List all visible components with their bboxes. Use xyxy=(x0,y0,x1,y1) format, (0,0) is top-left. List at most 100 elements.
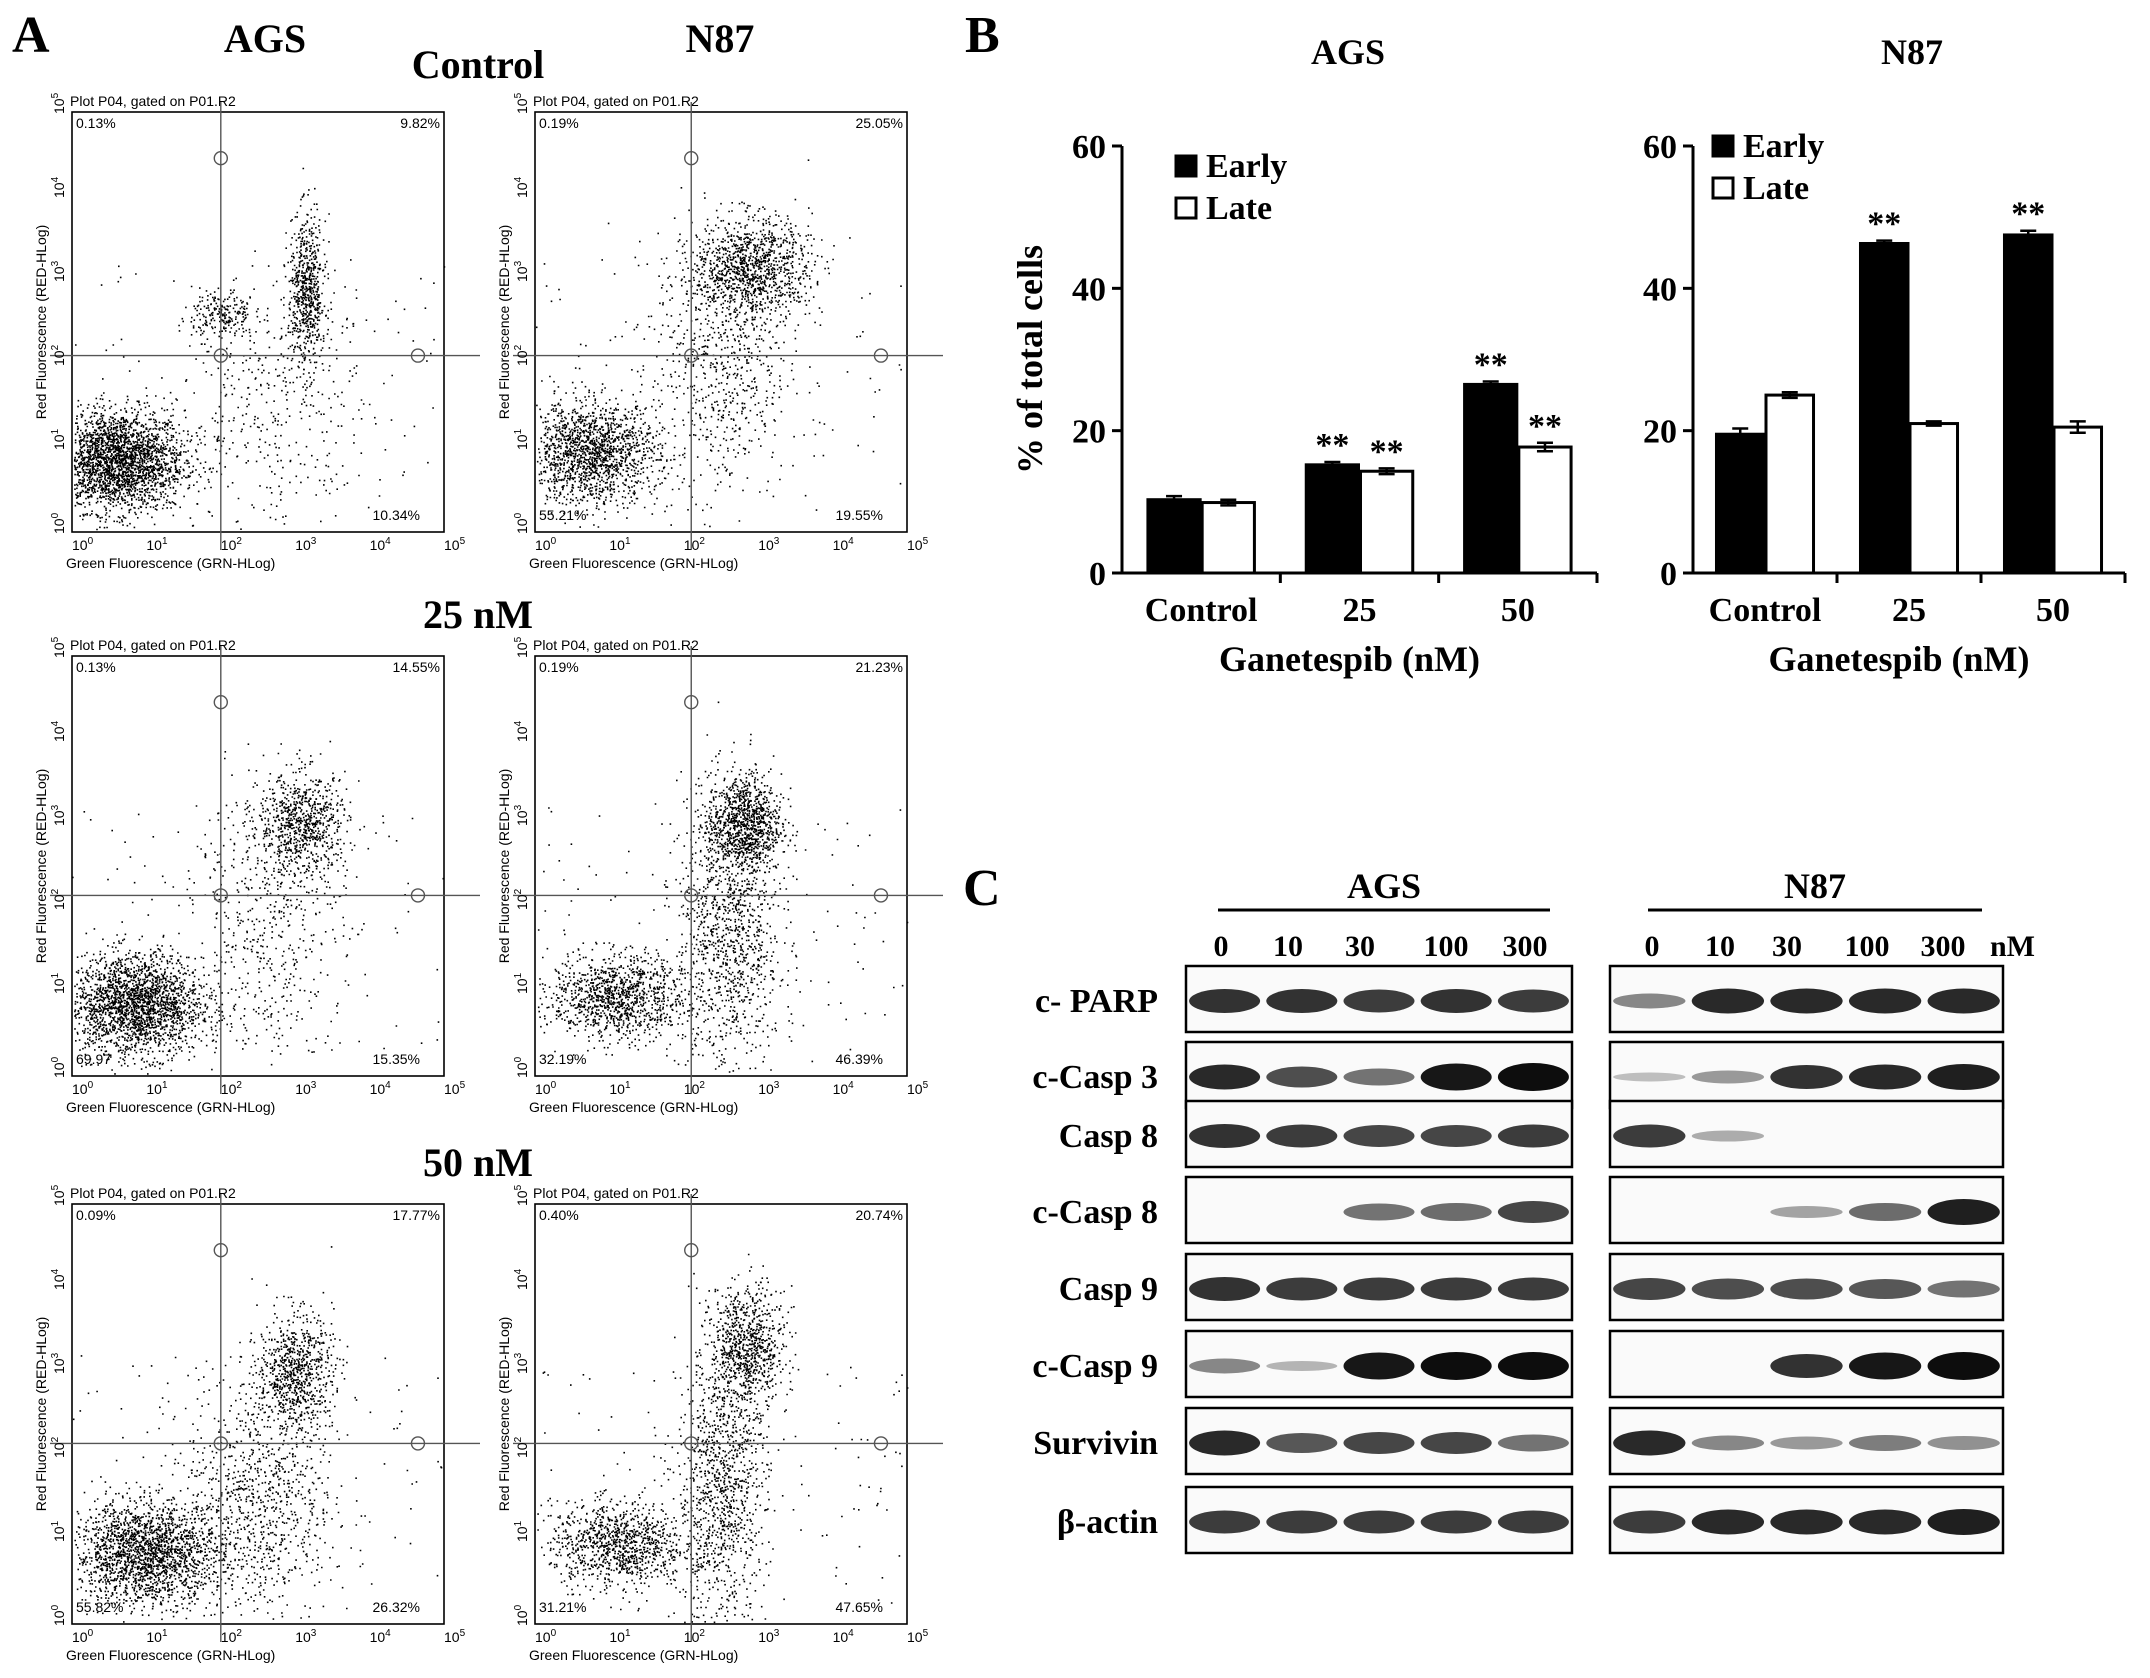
protein-label: c-Casp 3 xyxy=(1032,1059,1158,1096)
y-tick-label: 101 xyxy=(50,972,67,994)
quadrant-handle xyxy=(684,1242,699,1258)
flow-plot-title: Plot P04, gated on P01.R2 xyxy=(533,637,699,653)
x-tick-exponent: 2 xyxy=(699,1080,705,1091)
y-tick-label: 105 xyxy=(50,636,67,658)
x-tick-exponent: 4 xyxy=(848,1080,854,1091)
bar-late xyxy=(1359,469,1415,575)
y-axis-label: Red Fluorescence (RED-HLog) xyxy=(33,225,49,420)
blot-band xyxy=(1613,1124,1686,1148)
blot-band xyxy=(1420,989,1492,1013)
blot-band xyxy=(1420,1277,1492,1301)
y-tick-exponent: 3 xyxy=(50,260,61,266)
blot-band xyxy=(1848,1509,1922,1535)
bar-early xyxy=(1146,498,1202,575)
flow-plot-title: Plot P04, gated on P01.R2 xyxy=(533,93,699,109)
x-tick-exponent: 4 xyxy=(385,1628,391,1639)
y-tick-exponent: 1 xyxy=(50,428,61,434)
bar-early xyxy=(2002,233,2054,575)
quadrant-ul-value: 0.13% xyxy=(76,115,116,131)
y-tick-label: 105 xyxy=(50,92,67,114)
y-tick-label: 100 xyxy=(50,512,67,534)
y-tick-label: 101 xyxy=(50,1520,67,1542)
blot-band xyxy=(1497,1277,1569,1301)
blot-band xyxy=(1343,1432,1415,1454)
quadrant-handle xyxy=(213,348,229,363)
bar-chart-ags: AGS 0 20 40 60 Control 25 ** ** 50 ** ** Ganetespib … xyxy=(1010,32,1599,679)
flow-plot-title: Plot P04, gated on P01.R2 xyxy=(533,1185,699,1201)
x-tick-exponent: 3 xyxy=(774,536,780,547)
blot-band xyxy=(1691,1435,1765,1451)
x-tick-label: 100 xyxy=(535,1628,557,1645)
legend-swatch xyxy=(1174,154,1198,178)
y-tick-exponent: 2 xyxy=(50,344,61,350)
x-tick-label: 100 xyxy=(72,536,94,553)
legend-swatch xyxy=(1711,176,1735,200)
flow-events xyxy=(535,159,902,528)
quadrant-ul-value: 0.13% xyxy=(76,659,116,675)
blot-band xyxy=(1420,1125,1492,1147)
x-tick-label: 103 xyxy=(295,1080,317,1097)
panel-c-label: C xyxy=(963,860,1001,917)
y-tick-exponent: 2 xyxy=(513,344,524,350)
x-tick-label: 102 xyxy=(684,1080,706,1097)
quadrant-handle xyxy=(684,150,699,166)
y-tick-label: 101 xyxy=(513,1520,530,1542)
y-tick-label: 104 xyxy=(513,176,530,198)
x-tick-exponent: 1 xyxy=(625,1080,631,1091)
y-tick-label: 105 xyxy=(513,636,530,658)
quadrant-ur-value: 17.77% xyxy=(393,1207,440,1223)
x-tick-label: 50 xyxy=(2036,592,2070,629)
x-tick-exponent: 0 xyxy=(88,536,94,547)
quadrant-lr-value: 46.39% xyxy=(836,1051,883,1067)
blot-band xyxy=(1266,1361,1338,1371)
blot-band xyxy=(1343,1352,1415,1380)
blot-band xyxy=(1691,1278,1765,1300)
error-bar xyxy=(2020,229,2037,241)
x-tick-exponent: 3 xyxy=(311,1628,317,1639)
significance-mark: ** xyxy=(1867,206,1901,243)
blot-band xyxy=(1497,1434,1569,1452)
quadrant-ll-value: 32.19% xyxy=(539,1051,586,1067)
blot-band xyxy=(1770,988,1843,1014)
quadrant-ul-value: 0.19% xyxy=(539,115,579,131)
y-tick-label: 102 xyxy=(513,1436,530,1458)
y-tick-label: 103 xyxy=(513,804,530,826)
y-tick-label: 40 xyxy=(1643,271,1677,308)
y-tick-label: 105 xyxy=(513,1184,530,1206)
quadrant-lr-value: 10.34% xyxy=(373,507,420,523)
y-tick-label: 60 xyxy=(1643,129,1677,166)
quadrant-handle xyxy=(213,1242,229,1258)
x-axis-label: Ganetespib (nM) xyxy=(1219,639,1480,679)
y-tick-exponent: 1 xyxy=(50,972,61,978)
y-tick-label: 60 xyxy=(1072,129,1106,166)
x-tick-exponent: 1 xyxy=(162,1080,168,1091)
y-tick-label: 103 xyxy=(50,260,67,282)
y-tick-label: 102 xyxy=(513,344,530,366)
flow-plot: Plot P04, gated on P01.R2 0.13% 14.55% 69.9… xyxy=(33,636,480,1115)
error-bar xyxy=(1482,380,1499,389)
y-axis-label: Red Fluorescence (RED-HLog) xyxy=(496,769,512,964)
quadrant-handle xyxy=(213,150,229,166)
y-tick-label: 20 xyxy=(1072,414,1106,451)
y-axis-label: Red Fluorescence (RED-HLog) xyxy=(496,1317,512,1512)
quadrant-handle xyxy=(213,1436,229,1451)
y-tick-label: 102 xyxy=(50,1436,67,1458)
y-axis-label: Red Fluorescence (RED-HLog) xyxy=(33,769,49,964)
blot-band xyxy=(1848,988,1922,1014)
blot-band xyxy=(1770,1065,1843,1089)
legend-label: Late xyxy=(1206,190,1272,227)
blot-band xyxy=(1927,988,2000,1014)
x-axis-label: Green Fluorescence (GRN-HLog) xyxy=(529,555,738,571)
blot-band xyxy=(1691,1509,1765,1535)
x-tick-label: 100 xyxy=(72,1080,94,1097)
x-tick-label: 105 xyxy=(444,536,466,553)
x-tick-label: 104 xyxy=(370,1628,392,1645)
x-tick-label: 105 xyxy=(907,1628,929,1645)
blot-band xyxy=(1343,1125,1415,1147)
blot-band xyxy=(1691,1130,1765,1142)
y-tick-exponent: 4 xyxy=(50,176,61,182)
flow-events xyxy=(72,1246,443,1623)
blot-band xyxy=(1189,1277,1261,1301)
error-bar xyxy=(1324,460,1341,469)
y-tick-exponent: 2 xyxy=(513,1436,524,1442)
